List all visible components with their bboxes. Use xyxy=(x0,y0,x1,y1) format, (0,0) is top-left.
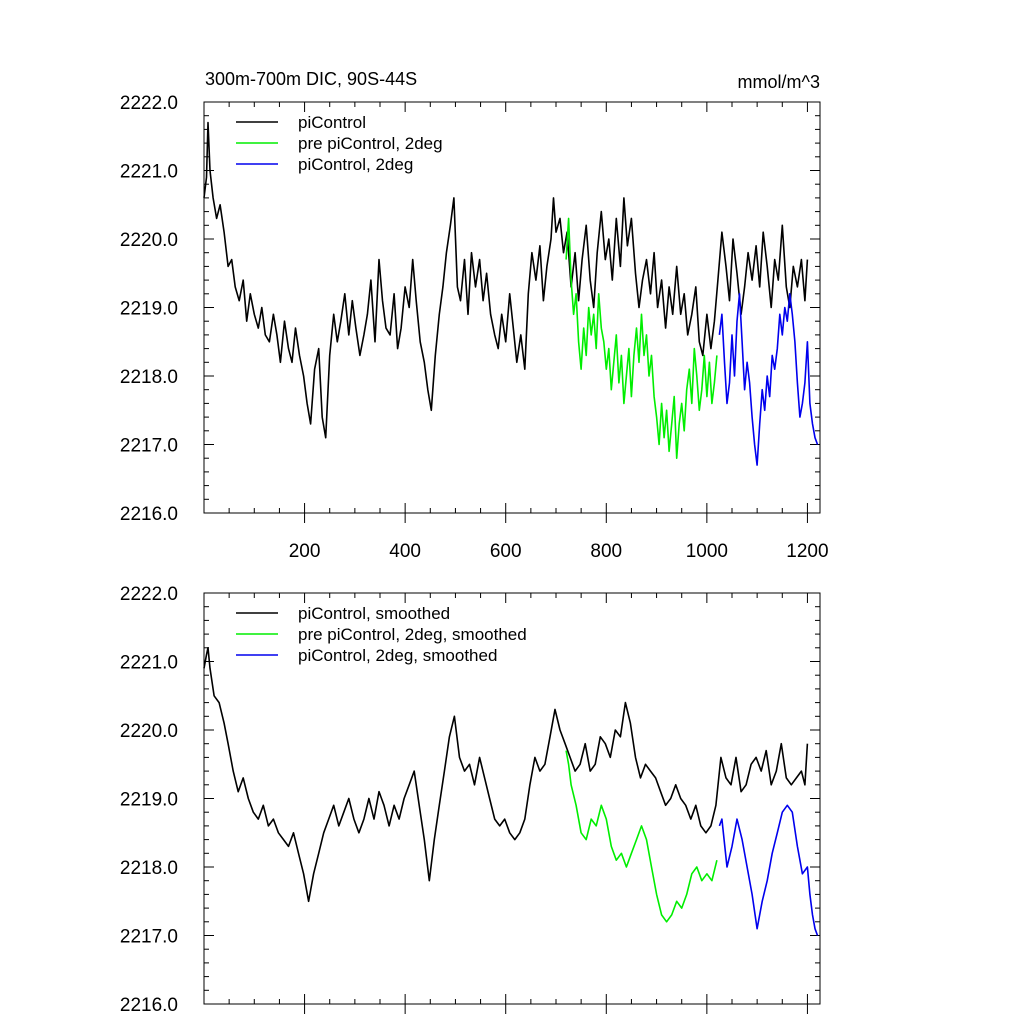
top-ytick-label: 2218.0 xyxy=(120,367,178,388)
top-ytick-label: 2219.0 xyxy=(120,299,178,320)
bottom-ytick-label: 2218.0 xyxy=(120,858,178,879)
top-xtick-label: 200 xyxy=(289,541,321,562)
bottom-ytick-label: 2220.0 xyxy=(120,721,178,742)
bottom-legend-label-1: pre piControl, 2deg, smoothed xyxy=(298,625,527,644)
bottom-ytick-label: 2221.0 xyxy=(120,653,178,674)
top-plot-frame xyxy=(203,101,821,514)
top-ytick-label: 2217.0 xyxy=(120,436,178,457)
bottom-series-line-1 xyxy=(565,750,718,923)
top-xtick-label: 400 xyxy=(389,541,421,562)
top-series-line-2 xyxy=(718,293,819,466)
bottom-ytick-label: 2219.0 xyxy=(120,790,178,811)
top-ytick-label: 2222.0 xyxy=(120,93,178,114)
top-ytick-label: 2216.0 xyxy=(120,504,178,525)
bottom-ytick-label: 2216.0 xyxy=(120,995,178,1016)
top-xtick-label: 1000 xyxy=(686,541,728,562)
top-legend-label-0: piControl xyxy=(298,113,366,132)
bottom-plot-frame xyxy=(203,592,821,1005)
top-legend-label-2: piControl, 2deg xyxy=(298,155,413,174)
bottom-series-line-0 xyxy=(203,647,809,903)
bottom-legend-label-0: piControl, smoothed xyxy=(298,604,450,623)
top-xtick-label: 600 xyxy=(490,541,522,562)
top-series-line-1 xyxy=(565,217,718,459)
top-series-line-0 xyxy=(203,121,809,439)
top-ytick-label: 2221.0 xyxy=(120,162,178,183)
top-legend-label-1: pre piControl, 2deg xyxy=(298,134,443,153)
bottom-series-line-2 xyxy=(718,804,819,936)
top-xtick-label: 1200 xyxy=(786,541,828,562)
top-ytick-label: 2220.0 xyxy=(120,230,178,251)
bottom-ytick-label: 2217.0 xyxy=(120,927,178,948)
bottom-legend-label-2: piControl, 2deg, smoothed xyxy=(298,646,497,665)
bottom-ytick-label: 2222.0 xyxy=(120,584,178,605)
chart-title-left: 300m-700m DIC, 90S-44S xyxy=(205,69,417,89)
chart-title-right: mmol/m^3 xyxy=(738,72,820,92)
top-xtick-label: 800 xyxy=(590,541,622,562)
